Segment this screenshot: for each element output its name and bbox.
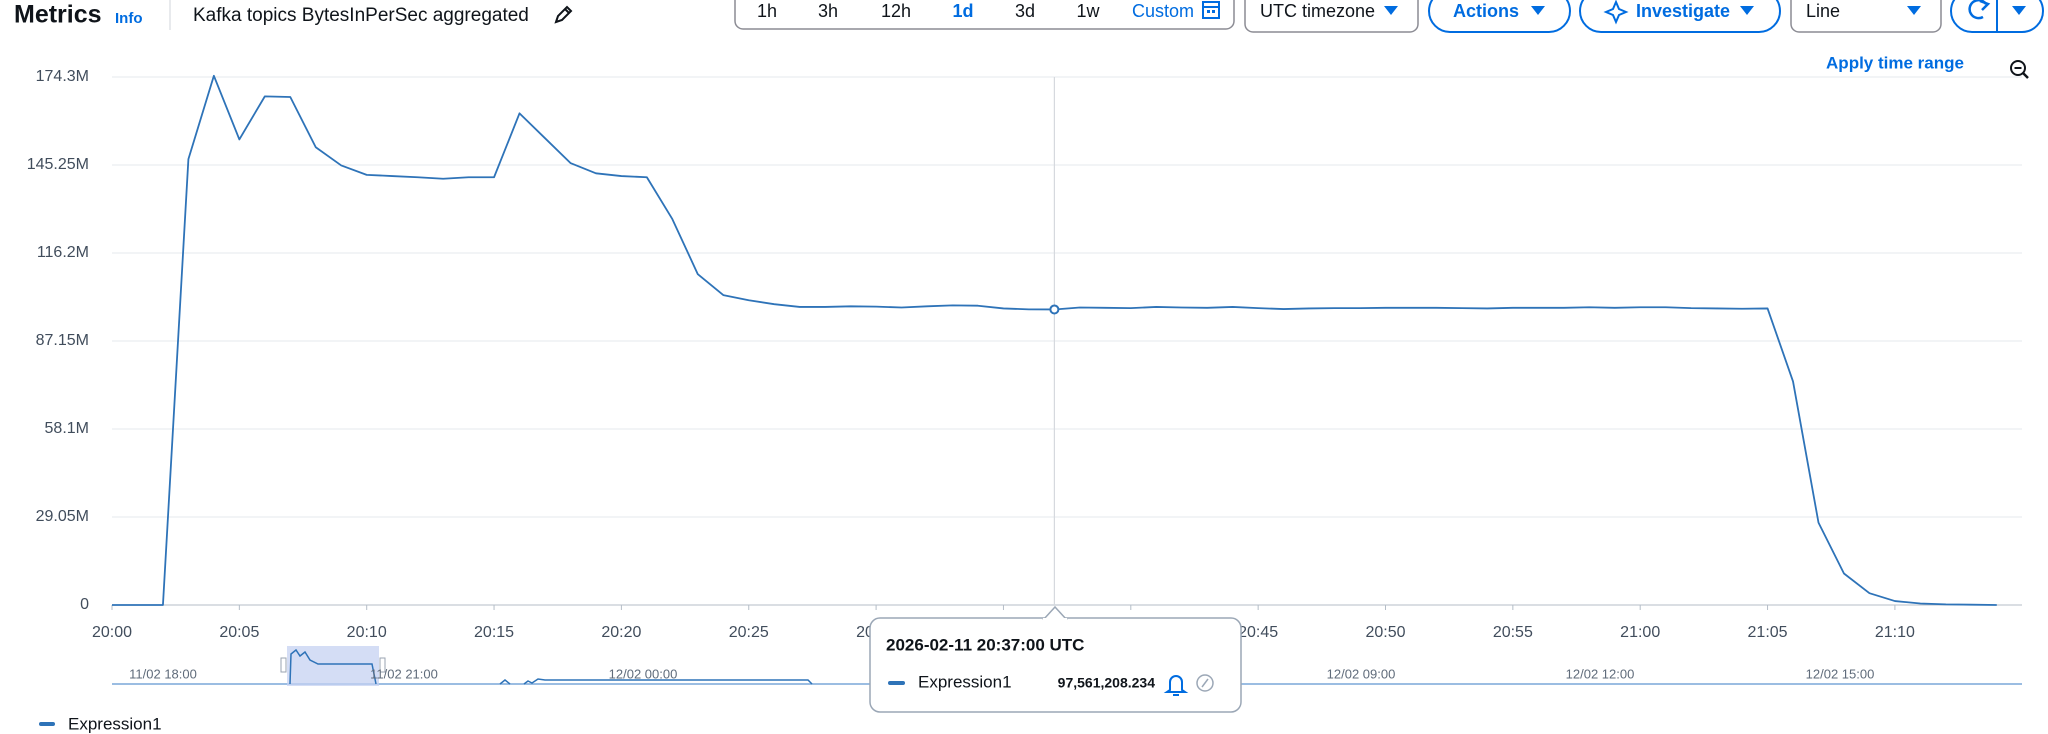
x-tick-label: 20:15 bbox=[474, 624, 514, 641]
x-tick-label: 20:10 bbox=[347, 624, 387, 641]
minimap-label: 11/02 21:00 bbox=[370, 666, 438, 681]
x-tick-label: 20:45 bbox=[1238, 624, 1278, 641]
x-tick-label: 21:10 bbox=[1875, 624, 1915, 641]
apply-time-range[interactable]: Apply time range bbox=[1826, 53, 1964, 72]
x-tick-label: 20:50 bbox=[1365, 624, 1405, 641]
time-range-option[interactable]: 1w bbox=[1076, 1, 1100, 21]
caret bbox=[1740, 6, 1754, 15]
minimap-label: 11/02 18:00 bbox=[129, 666, 197, 681]
graph-name: Kafka topics BytesInPerSec aggregated bbox=[193, 5, 529, 26]
y-tick-label: 174.3M bbox=[36, 68, 89, 85]
minimap-selection[interactable] bbox=[287, 646, 379, 686]
y-tick-label: 0 bbox=[80, 596, 89, 613]
x-tick-label: 20:00 bbox=[92, 624, 132, 641]
compass-needle bbox=[1201, 678, 1209, 688]
y-tick-label: 58.1M bbox=[45, 420, 89, 437]
caret bbox=[1907, 6, 1921, 15]
refresh-arrow bbox=[1979, 0, 1991, 11]
minimap-label: 12/02 00:00 bbox=[609, 666, 678, 681]
caret bbox=[1531, 6, 1545, 15]
time-range-option[interactable]: 12h bbox=[881, 1, 911, 21]
x-tick-label: 20:55 bbox=[1493, 624, 1533, 641]
actions-label: Actions bbox=[1453, 1, 1519, 21]
calendar-icon[interactable] bbox=[1202, 1, 1220, 19]
minimap-line bbox=[289, 648, 813, 685]
tooltip-box bbox=[869, 617, 1242, 713]
chart-type-label: Line bbox=[1806, 1, 1840, 21]
sparkle-icon bbox=[1603, 0, 1629, 25]
time-range-option[interactable]: 3d bbox=[1015, 1, 1035, 21]
y-tick-label: 29.05M bbox=[36, 508, 89, 525]
legend-swatch bbox=[39, 722, 55, 726]
plot bbox=[112, 74, 1997, 606]
tooltip-value: 97,561,208.234 bbox=[1058, 675, 1156, 691]
y-tick-label: 145.25M bbox=[27, 156, 89, 173]
hover-point bbox=[1049, 304, 1060, 315]
tooltip-series: Expression1 bbox=[918, 672, 1012, 691]
info-link[interactable]: Info bbox=[115, 10, 143, 27]
timezone-label: UTC timezone bbox=[1260, 1, 1375, 21]
time-range-option[interactable]: 1d bbox=[952, 1, 973, 21]
page-title: Metrics bbox=[14, 1, 102, 29]
x-tick-label: 21:05 bbox=[1748, 624, 1788, 641]
alarm-icon[interactable] bbox=[1163, 675, 1189, 696]
x-tick-label: 20:25 bbox=[729, 624, 769, 641]
time-range-buttons: 1h 3h 12h 1d 3d 1w bbox=[757, 1, 1101, 21]
minimap-label: 12/02 12:00 bbox=[1566, 666, 1635, 681]
compass-icon[interactable] bbox=[1196, 674, 1214, 692]
tooltip-swatch bbox=[888, 681, 905, 685]
minimap-handle[interactable] bbox=[379, 657, 386, 673]
tooltip-arrow bbox=[1042, 605, 1068, 620]
caret[interactable] bbox=[2012, 6, 2026, 15]
minimap-label: 12/02 15:00 bbox=[1806, 666, 1875, 681]
investigate-label: Investigate bbox=[1636, 1, 1730, 21]
time-range-option[interactable]: 3h bbox=[818, 1, 838, 21]
caret bbox=[1384, 6, 1398, 15]
time-range-option[interactable]: 1h bbox=[757, 1, 777, 21]
edit-icon[interactable] bbox=[554, 5, 573, 24]
legend-label[interactable]: Expression1 bbox=[68, 714, 162, 733]
custom-range[interactable]: Custom bbox=[1132, 1, 1194, 21]
minimap-label: 12/02 09:00 bbox=[1327, 666, 1396, 681]
minimap-handle[interactable] bbox=[280, 657, 287, 673]
x-tick-label: 20:20 bbox=[601, 624, 641, 641]
tooltip-time: 2026-02-11 20:37:00 UTC bbox=[886, 635, 1084, 654]
y-tick-label: 116.2M bbox=[37, 244, 89, 261]
time-range-group bbox=[734, 0, 1235, 30]
chart-type-select[interactable] bbox=[1790, 0, 1942, 33]
tooltip-arrow-cover bbox=[1043, 618, 1067, 621]
x-tick-label: 20:05 bbox=[219, 624, 259, 641]
timezone-select[interactable] bbox=[1244, 0, 1419, 33]
zoom-out-icon[interactable] bbox=[2010, 60, 2029, 79]
investigate-button[interactable] bbox=[1579, 0, 1781, 33]
y-tick-label: 87.15M bbox=[36, 332, 89, 349]
tooltip: 2026-02-11 20:37:00 UTC Expression1 97,5… bbox=[869, 605, 1242, 713]
x-tick-label: 21:00 bbox=[1620, 624, 1660, 641]
minimap: 11/02 18:00 11/02 21:00 12/02 00:00 12/02 0… bbox=[112, 646, 2022, 686]
